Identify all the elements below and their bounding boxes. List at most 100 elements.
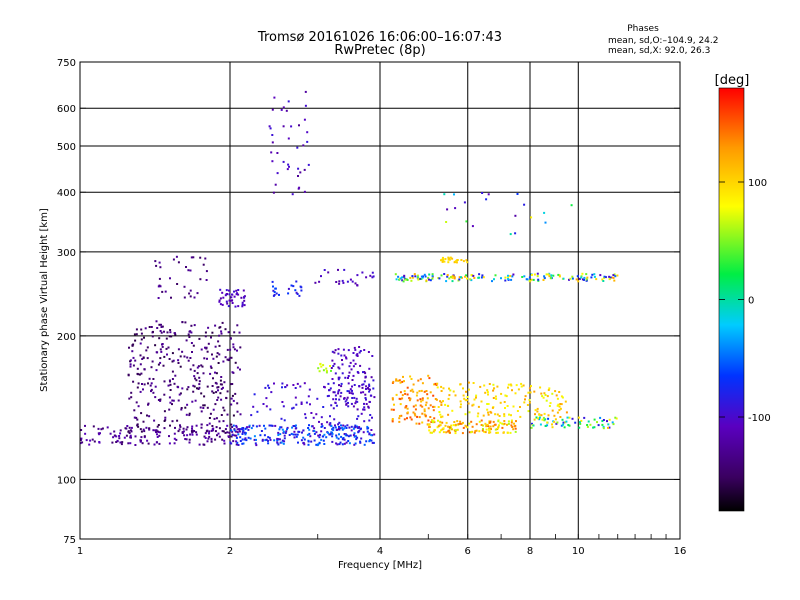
data-point (537, 279, 540, 282)
data-point (192, 364, 195, 367)
data-point (307, 395, 310, 398)
data-point (369, 439, 372, 441)
data-point (292, 425, 295, 427)
data-point (313, 427, 316, 430)
data-point (269, 438, 272, 441)
data-point (486, 423, 489, 426)
data-point (554, 390, 557, 393)
data-point (370, 376, 373, 379)
data-point (531, 422, 533, 425)
data-point (342, 348, 345, 351)
data-point (161, 345, 164, 348)
data-point (155, 369, 158, 372)
data-point (609, 276, 612, 279)
data-point (139, 428, 142, 431)
data-point (418, 422, 421, 425)
data-point (148, 377, 151, 380)
data-point (404, 406, 407, 409)
data-point (406, 386, 409, 389)
data-point (188, 438, 191, 441)
data-point (565, 420, 568, 423)
data-point (208, 432, 210, 435)
data-point (235, 426, 238, 429)
data-point (414, 404, 417, 407)
data-point (168, 358, 171, 360)
data-point (507, 383, 510, 386)
data-point (406, 393, 409, 396)
data-point (89, 439, 92, 442)
data-point (187, 269, 190, 272)
data-point (169, 331, 172, 334)
data-point (80, 437, 83, 440)
data-point (398, 417, 401, 420)
data-point (168, 435, 170, 438)
data-point (433, 405, 436, 408)
data-point (170, 335, 173, 338)
data-point (334, 424, 336, 427)
data-point (325, 369, 328, 372)
data-point (349, 361, 352, 364)
data-point (219, 297, 222, 300)
data-point (467, 402, 470, 405)
data-point (204, 432, 207, 435)
data-point (299, 385, 302, 388)
data-point (339, 395, 342, 398)
stats-o-mode: mean, sd,O:–104.9, 24.2 (608, 36, 719, 46)
data-point (402, 280, 405, 283)
data-point (578, 277, 581, 280)
data-point (544, 425, 547, 427)
data-point (253, 435, 256, 438)
data-point (302, 441, 305, 444)
data-point (93, 440, 96, 443)
y-tick-label: 100 (57, 475, 76, 486)
data-point (338, 421, 341, 424)
data-point (275, 292, 278, 295)
data-point (334, 426, 337, 429)
data-point (200, 426, 203, 429)
data-point (349, 388, 352, 391)
data-point (488, 420, 491, 423)
data-point (137, 405, 140, 408)
data-point (161, 325, 164, 328)
data-point (372, 275, 375, 278)
data-point (315, 413, 318, 416)
data-point (616, 274, 619, 277)
data-point (608, 426, 611, 429)
data-point (555, 422, 558, 425)
data-point (349, 434, 352, 437)
data-point (273, 291, 276, 293)
data-point (560, 395, 563, 398)
data-point (540, 392, 543, 395)
data-point (328, 389, 331, 392)
data-point (172, 359, 175, 362)
data-point (227, 305, 230, 308)
data-point (199, 278, 202, 281)
data-point (360, 427, 362, 430)
data-point (212, 357, 215, 360)
data-point (510, 419, 513, 422)
data-point (323, 269, 326, 271)
data-point (478, 430, 481, 433)
data-point (351, 392, 354, 395)
data-point (286, 428, 288, 431)
data-point (558, 274, 561, 277)
data-point (507, 420, 510, 423)
data-point (533, 418, 536, 421)
data-point (437, 419, 439, 422)
data-point (524, 395, 527, 398)
data-point (342, 424, 345, 427)
data-point (338, 376, 341, 379)
data-point (179, 355, 182, 358)
data-point (267, 384, 270, 387)
data-point (344, 400, 347, 403)
data-point (330, 367, 333, 369)
data-point (360, 391, 362, 394)
data-point (154, 344, 157, 347)
data-point (193, 296, 196, 299)
data-point (138, 373, 141, 376)
data-point (264, 386, 267, 389)
data-point (589, 423, 592, 426)
data-point (353, 435, 356, 438)
data-point (162, 364, 165, 367)
data-point (399, 391, 402, 394)
